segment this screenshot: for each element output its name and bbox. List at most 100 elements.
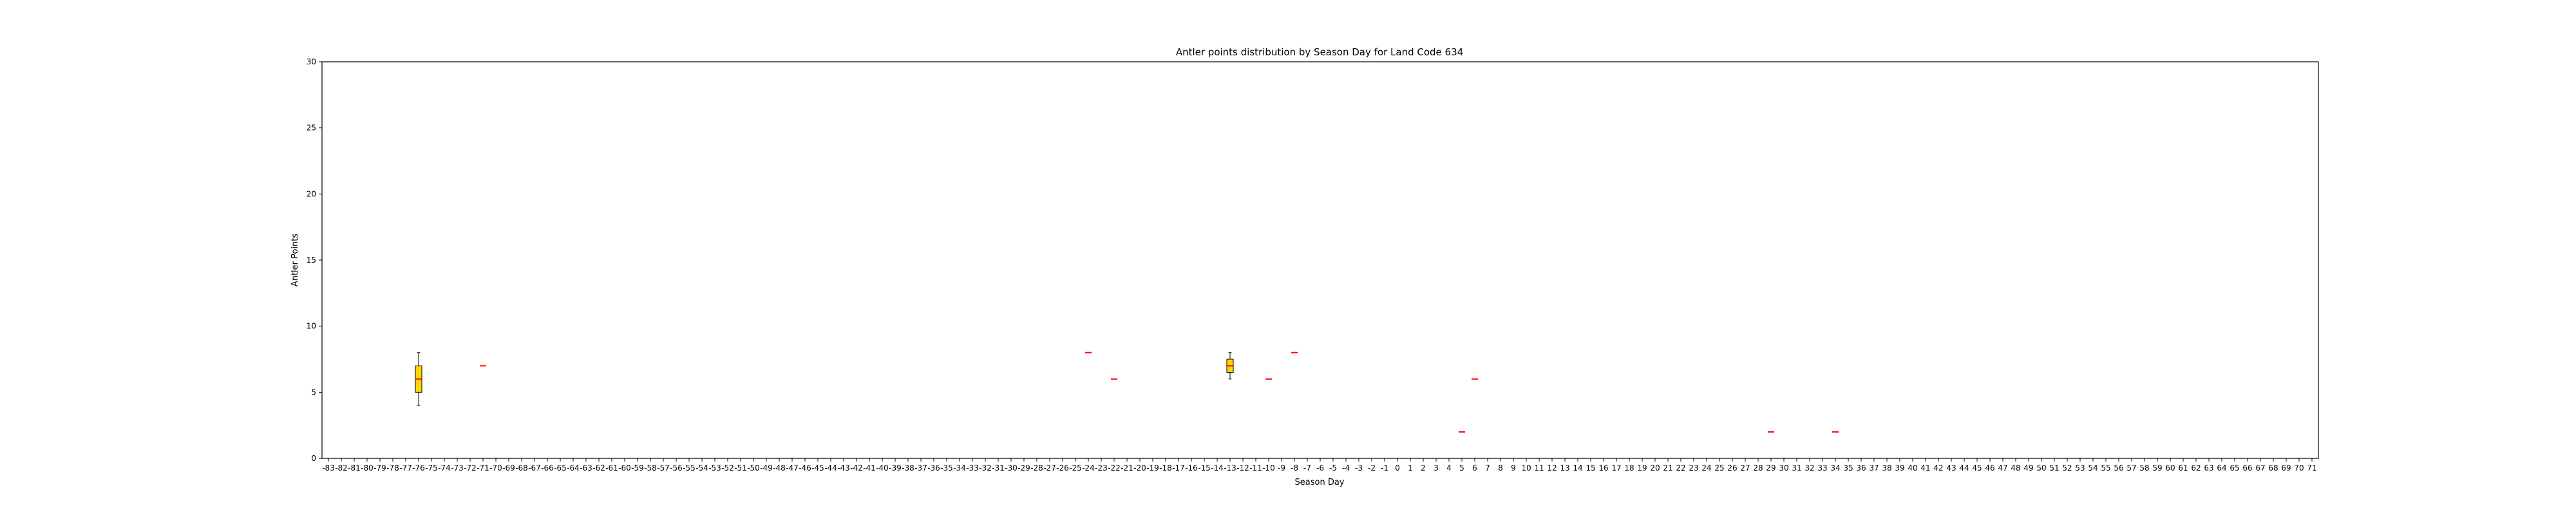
x-tick-label: 70 [2294, 464, 2304, 473]
x-tick-label: -63 [580, 464, 592, 473]
y-axis-ticks: 0 5 10 15 20 25 30 [307, 57, 322, 463]
x-tick-label: 53 [2075, 464, 2085, 473]
x-tick-label: -68 [515, 464, 528, 473]
x-tick-label: 32 [1804, 464, 1814, 473]
x-tick-label: 19 [1637, 464, 1647, 473]
x-tick-label: -47 [786, 464, 799, 473]
x-tick-label: -41 [863, 464, 876, 473]
y-axis-label: Antler Points [290, 234, 300, 287]
x-tick-label: -51 [734, 464, 747, 473]
x-tick-label: -81 [348, 464, 361, 473]
x-tick-label: 14 [1573, 464, 1582, 473]
x-tick-label: -43 [837, 464, 850, 473]
x-tick-label: -45 [811, 464, 824, 473]
x-tick-label: -54 [696, 464, 708, 473]
x-tick-label: 48 [2011, 464, 2020, 473]
x-tick-label: -17 [1172, 464, 1185, 473]
x-tick-label: 17 [1611, 464, 1621, 473]
x-tick-label: -19 [1146, 464, 1159, 473]
x-tick-label: -35 [940, 464, 953, 473]
x-tick-label: 8 [1498, 464, 1503, 473]
x-tick-label: -3 [1355, 464, 1363, 473]
x-tick-label: 57 [2126, 464, 2136, 473]
x-tick-label: 69 [2281, 464, 2291, 473]
x-tick-label: 49 [2023, 464, 2033, 473]
x-axis-label: Season Day [1295, 478, 1345, 487]
x-tick-label: -74 [438, 464, 451, 473]
x-tick-label: -80 [361, 464, 374, 473]
x-tick-label: 18 [1624, 464, 1634, 473]
x-tick-label: 68 [2268, 464, 2278, 473]
x-tick-label: -6 [1316, 464, 1324, 473]
x-tick-label: -60 [618, 464, 631, 473]
x-tick-label: 20 [1650, 464, 1660, 473]
x-tick-label: -5 [1329, 464, 1337, 473]
x-tick-label: 15 [1586, 464, 1595, 473]
box-group-day--76 [415, 352, 422, 406]
x-tick-label: 0 [1395, 464, 1400, 473]
x-tick-label: 67 [2255, 464, 2265, 473]
x-tick-label: -72 [464, 464, 477, 473]
x-tick-label: -34 [953, 464, 966, 473]
x-tick-label: -57 [657, 464, 670, 473]
x-tick-label: 52 [2062, 464, 2072, 473]
x-tick-label: -64 [567, 464, 580, 473]
x-tick-label: -9 [1278, 464, 1285, 473]
x-tick-label: -22 [1108, 464, 1121, 473]
x-tick-label: 29 [1766, 464, 1776, 473]
x-tick-label: 66 [2242, 464, 2252, 473]
x-tick-label: 54 [2088, 464, 2098, 473]
x-tick-label: 65 [2230, 464, 2239, 473]
x-tick-label: 61 [2178, 464, 2188, 473]
x-tick-label: -70 [489, 464, 502, 473]
x-tick-label: 37 [1869, 464, 1879, 473]
x-tick-label: -69 [502, 464, 515, 473]
x-tick-label: -18 [1159, 464, 1172, 473]
x-tick-label: -26 [1056, 464, 1069, 473]
x-tick-label: -40 [876, 464, 889, 473]
x-tick-label: -23 [1095, 464, 1108, 473]
x-tick-label: 30 [1779, 464, 1788, 473]
x-tick-label: 7 [1485, 464, 1490, 473]
x-tick-label: 9 [1511, 464, 1516, 473]
x-tick-label: -12 [1236, 464, 1249, 473]
y-tick-label: 15 [307, 256, 316, 265]
x-tick-label: -77 [399, 464, 412, 473]
x-tick-label: -14 [1211, 464, 1224, 473]
x-tick-label: -46 [799, 464, 811, 473]
x-tick-label: -7 [1303, 464, 1311, 473]
x-tick-label: 64 [2217, 464, 2226, 473]
x-tick-label: -73 [451, 464, 464, 473]
x-tick-label: -56 [670, 464, 683, 473]
x-tick-label: -21 [1121, 464, 1133, 473]
x-tick-label: -25 [1069, 464, 1082, 473]
x-tick-label: -36 [927, 464, 940, 473]
x-tick-label: -61 [605, 464, 618, 473]
x-tick-label: 39 [1895, 464, 1904, 473]
x-tick-label: 50 [2036, 464, 2046, 473]
x-tick-label: -27 [1043, 464, 1056, 473]
x-tick-label: -31 [992, 464, 1005, 473]
y-tick-label: 20 [307, 189, 316, 198]
x-tick-label: 28 [1753, 464, 1763, 473]
x-tick-label: 38 [1882, 464, 1891, 473]
x-tick-label: -78 [386, 464, 399, 473]
x-tick-label: -33 [966, 464, 979, 473]
x-tick-label: 25 [1714, 464, 1724, 473]
x-tick-label: 36 [1856, 464, 1866, 473]
x-tick-label: 26 [1727, 464, 1737, 473]
x-tick-label: -1 [1381, 464, 1388, 473]
x-tick-label: 63 [2204, 464, 2213, 473]
x-tick-label: 4 [1446, 464, 1452, 473]
x-tick-label: -48 [773, 464, 786, 473]
x-tick-label: 40 [1908, 464, 1917, 473]
x-tick-label: -59 [631, 464, 644, 473]
x-tick-label: 51 [2049, 464, 2059, 473]
x-tick-label: -44 [824, 464, 837, 473]
plot-marks [415, 351, 1839, 433]
x-tick-label: 31 [1792, 464, 1801, 473]
x-tick-label: -53 [708, 464, 721, 473]
x-tick-label: -75 [425, 464, 438, 473]
x-tick-label: 6 [1472, 464, 1477, 473]
y-tick-label: 30 [307, 57, 316, 66]
